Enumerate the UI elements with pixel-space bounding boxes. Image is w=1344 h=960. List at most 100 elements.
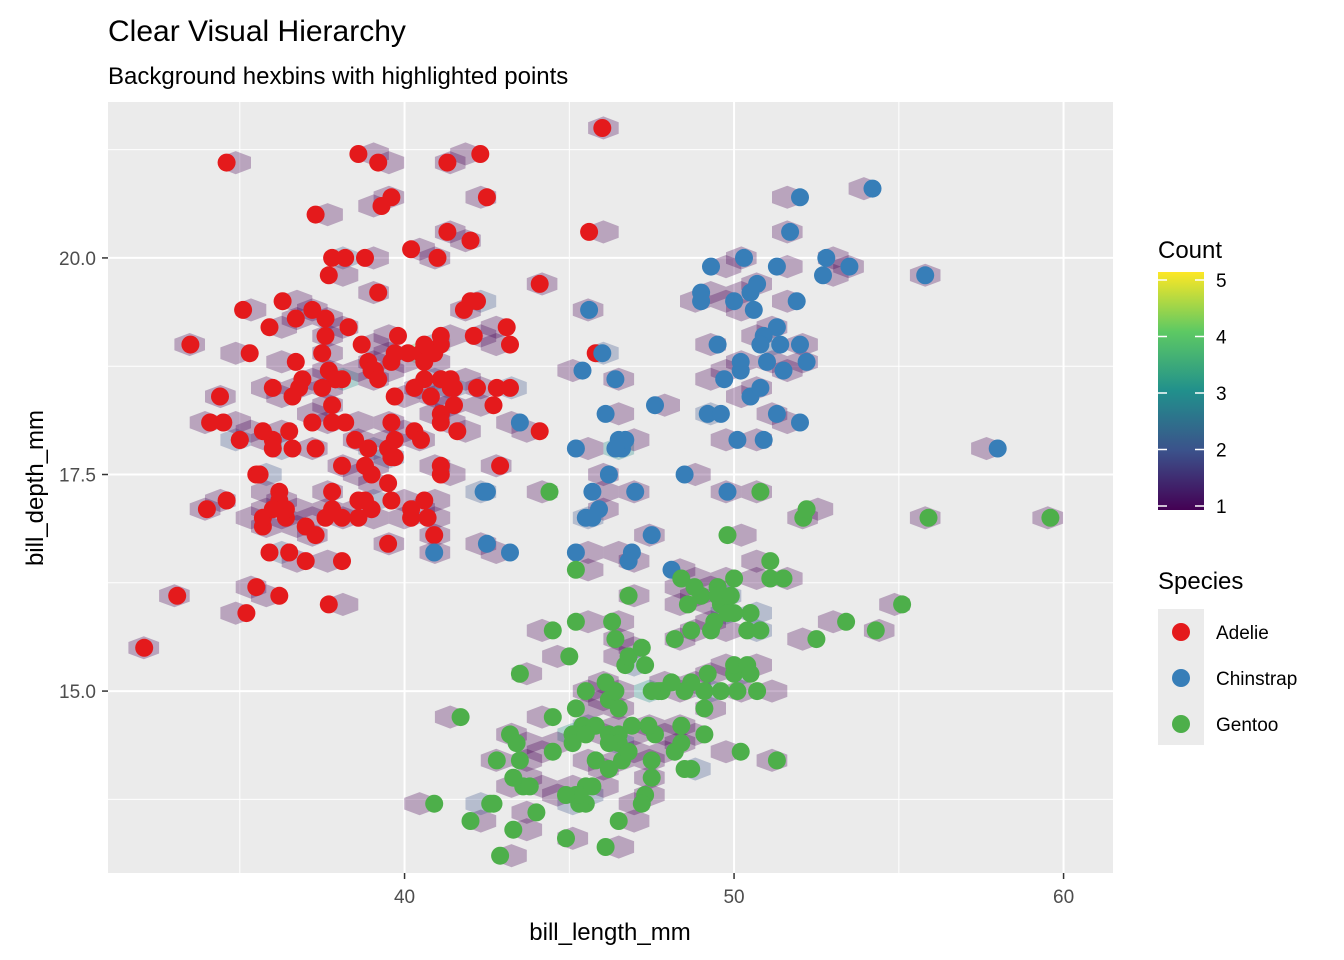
point-adelie [240, 344, 259, 363]
point-chinstrap [817, 248, 836, 267]
point-chinstrap [619, 552, 638, 571]
point-adelie [253, 422, 272, 441]
point-gentoo [586, 751, 605, 770]
colorbar-tick-label: 1 [1216, 497, 1227, 518]
point-gentoo [510, 751, 529, 770]
point-gentoo [761, 552, 780, 571]
point-gentoo [751, 621, 770, 640]
point-adelie [421, 387, 440, 406]
point-adelie [230, 430, 249, 449]
point-adelie [471, 145, 490, 163]
point-gentoo [642, 751, 661, 770]
point-adelie [415, 491, 434, 510]
point-adelie [379, 474, 398, 493]
point-adelie [346, 430, 365, 449]
point-gentoo [451, 708, 470, 727]
point-adelie [349, 491, 368, 510]
point-gentoo [837, 612, 856, 631]
hexbin-cell [618, 809, 650, 833]
point-gentoo [484, 794, 503, 813]
point-gentoo [675, 682, 694, 701]
point-adelie [135, 638, 154, 657]
point-adelie [283, 387, 302, 406]
point-chinstrap [646, 396, 664, 415]
point-adelie [431, 413, 450, 432]
point-chinstrap [692, 283, 711, 302]
point-adelie [211, 387, 229, 406]
legend-label-adelie: Adelie [1216, 623, 1269, 644]
point-adelie [214, 413, 233, 432]
point-adelie [352, 335, 371, 354]
point-gentoo [708, 586, 727, 605]
point-chinstrap [580, 300, 599, 319]
point-gentoo [1041, 508, 1060, 527]
point-gentoo [751, 482, 770, 501]
point-chinstrap [767, 257, 786, 276]
point-adelie [201, 413, 220, 432]
point-adelie [491, 456, 510, 475]
point-gentoo [893, 595, 912, 614]
point-chinstrap [626, 482, 645, 501]
point-chinstrap [593, 344, 612, 363]
point-adelie [580, 222, 599, 241]
point-chinstrap [771, 335, 790, 354]
point-chinstrap [606, 370, 625, 389]
point-gentoo [609, 699, 628, 718]
point-adelie [359, 439, 378, 458]
point-adelie [501, 335, 519, 354]
point-gentoo [543, 708, 562, 727]
x-axis-ticks: 40 50 60 [394, 873, 1074, 908]
point-gentoo [642, 682, 661, 701]
point-gentoo [695, 725, 714, 744]
y-tick-label: 20.0 [59, 249, 96, 270]
point-adelie [306, 526, 325, 545]
point-adelie [497, 318, 516, 337]
point-gentoo [636, 656, 655, 675]
point-gentoo [731, 742, 750, 761]
point-adelie [333, 508, 351, 527]
point-gentoo [596, 838, 615, 856]
point-chinstrap [715, 370, 734, 389]
point-gentoo [576, 725, 595, 744]
point-adelie [369, 153, 388, 172]
point-gentoo [767, 751, 786, 770]
point-gentoo [774, 569, 793, 588]
point-gentoo [632, 794, 651, 813]
point-chinstrap [510, 413, 529, 432]
point-gentoo [543, 742, 562, 761]
point-chinstrap [781, 222, 800, 241]
point-chinstrap [791, 188, 809, 207]
point-adelie [336, 413, 355, 432]
point-adelie [168, 586, 187, 605]
point-gentoo [425, 794, 444, 813]
plot-panel [108, 102, 1113, 873]
point-adelie [428, 248, 447, 267]
point-adelie [263, 378, 282, 397]
point-adelie [468, 378, 486, 397]
point-gentoo [487, 751, 506, 770]
point-chinstrap [477, 534, 496, 553]
point-adelie [316, 309, 335, 328]
colorbar-tick-label: 5 [1216, 271, 1227, 292]
point-gentoo [583, 777, 602, 796]
point-chinstrap [735, 248, 753, 267]
point-adelie [477, 188, 496, 207]
point-adelie [313, 344, 332, 363]
point-adelie [336, 248, 355, 267]
point-adelie [306, 439, 325, 458]
hexbin-cell [756, 679, 788, 703]
point-gentoo [721, 586, 740, 605]
point-chinstrap [797, 352, 816, 371]
point-adelie [273, 292, 292, 311]
hexbin-cell [404, 792, 435, 816]
point-adelie [530, 274, 549, 293]
point-chinstrap [863, 179, 882, 198]
point-chinstrap [711, 404, 730, 423]
point-gentoo [741, 604, 760, 623]
species-legend: Species Adelie Chinstrap Gentoo [1158, 568, 1297, 745]
point-gentoo [725, 656, 744, 675]
point-gentoo [632, 638, 651, 657]
point-gentoo [728, 682, 747, 701]
point-adelie [389, 326, 407, 345]
point-adelie [217, 491, 236, 510]
